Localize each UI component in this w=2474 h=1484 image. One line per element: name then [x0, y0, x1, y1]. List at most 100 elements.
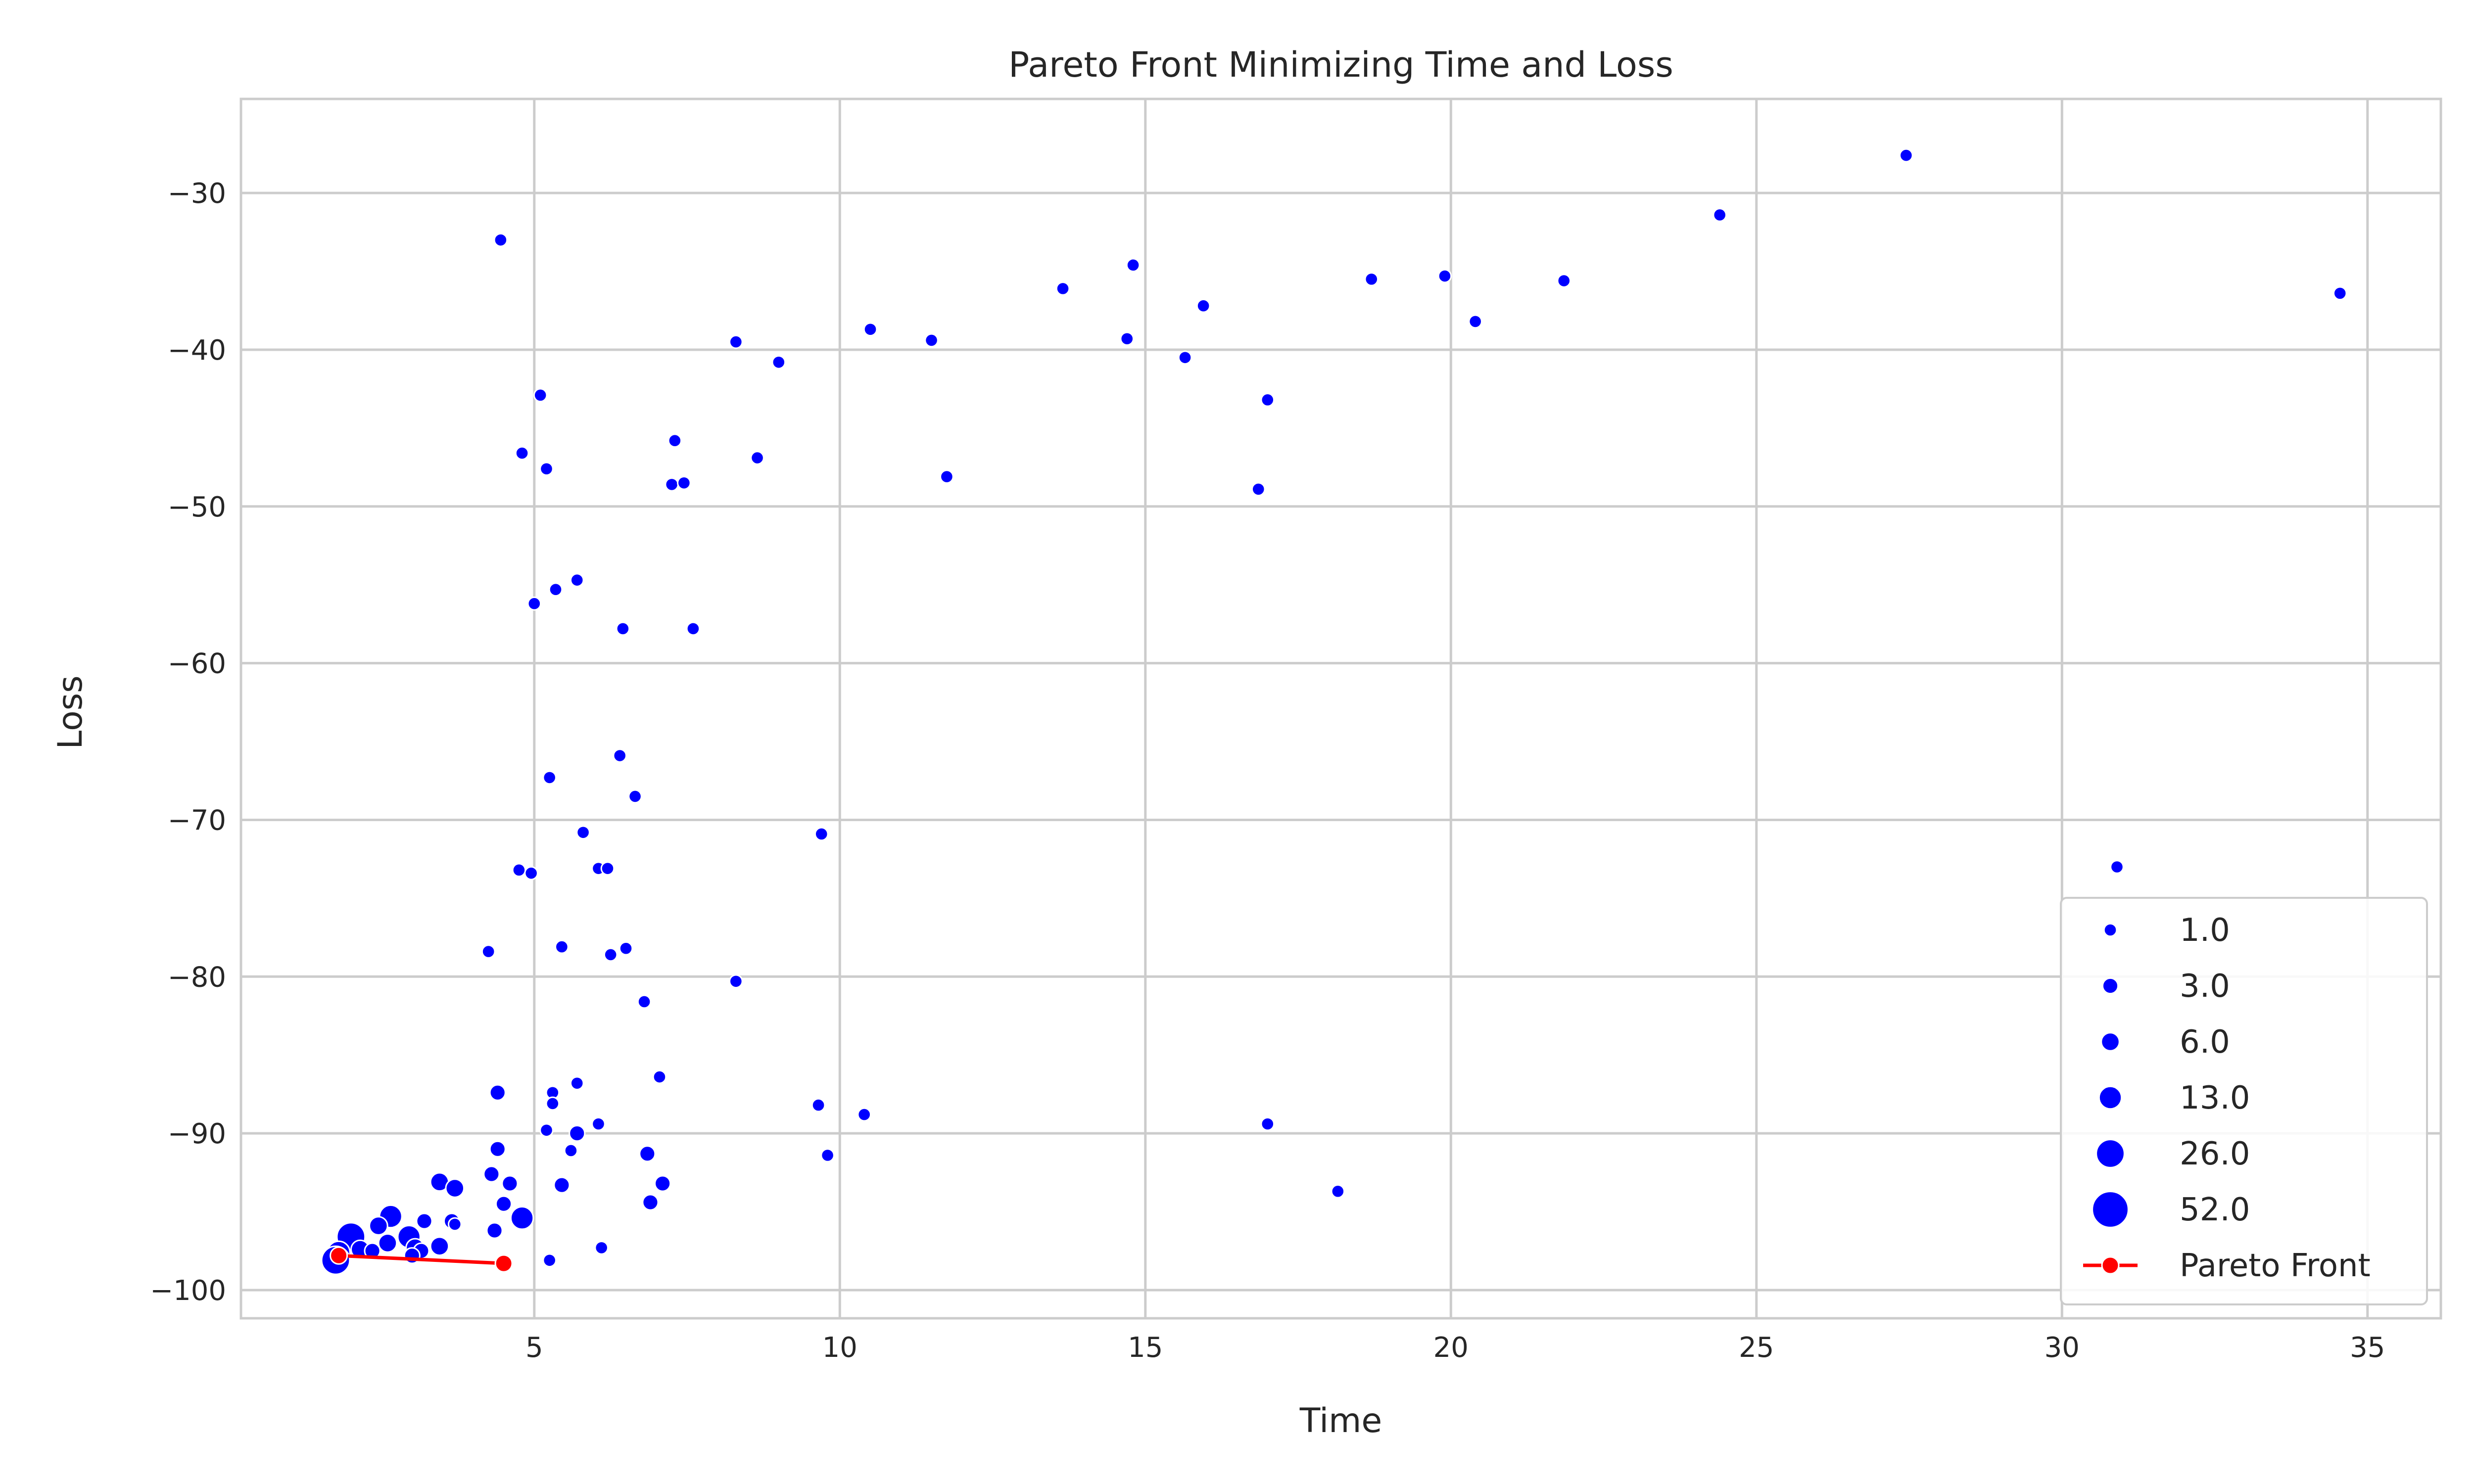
data-point	[1178, 350, 1192, 365]
data-point	[2110, 860, 2124, 874]
data-point	[1196, 298, 1211, 313]
data-point	[548, 582, 563, 597]
x-tick-label: 10	[822, 1332, 857, 1364]
legend-size-marker	[2092, 1191, 2129, 1228]
x-tick-label: 35	[2350, 1332, 2385, 1364]
data-point	[729, 974, 743, 989]
data-point	[613, 748, 627, 763]
x-tick-label: 15	[1128, 1332, 1163, 1364]
chart-title: Pareto Front Minimizing Time and Loss	[1008, 45, 1673, 85]
data-point	[594, 1241, 609, 1255]
data-point	[811, 1098, 826, 1113]
data-point	[1126, 258, 1141, 273]
data-point	[618, 941, 633, 956]
data-point	[654, 1175, 671, 1192]
pareto-front-line	[338, 1253, 504, 1265]
data-point	[569, 1125, 586, 1142]
data-point	[495, 1195, 513, 1212]
data-point	[616, 621, 630, 636]
data-point	[667, 433, 682, 448]
legend-box	[2060, 897, 2428, 1305]
x-tick-label: 30	[2045, 1332, 2080, 1364]
data-point	[416, 1212, 433, 1230]
legend-size-label: 6.0	[2180, 1024, 2230, 1061]
data-point	[1364, 272, 1379, 286]
data-point	[542, 1253, 557, 1268]
y-tick-label: −80	[168, 961, 226, 993]
data-point	[378, 1233, 398, 1253]
data-point	[1437, 269, 1452, 283]
data-point	[729, 334, 743, 349]
x-tick-label: 20	[1433, 1332, 1469, 1364]
data-point	[483, 1165, 500, 1183]
data-point	[512, 863, 526, 878]
data-point	[524, 866, 538, 881]
data-point	[863, 322, 878, 337]
data-point	[1713, 208, 1727, 222]
y-tick-label: −70	[168, 804, 226, 836]
data-point	[570, 573, 584, 587]
data-point	[576, 825, 590, 840]
data-point	[1331, 1184, 1345, 1199]
data-point	[677, 475, 691, 490]
legend-size-marker	[2103, 923, 2118, 937]
x-tick-label: 5	[525, 1332, 543, 1364]
data-point	[940, 469, 954, 484]
data-point	[2332, 286, 2347, 301]
data-point	[429, 1236, 450, 1256]
x-axis-label: Time	[1299, 1401, 1382, 1440]
data-point	[603, 947, 618, 962]
legend: 1.0 3.0 6.0 13.0 26.0 52.0 Pareto Front	[2060, 897, 2428, 1305]
data-point	[447, 1217, 462, 1232]
data-point	[1260, 393, 1275, 407]
y-tick-label: −40	[168, 334, 226, 367]
data-point	[564, 1143, 578, 1158]
data-point	[510, 1206, 534, 1230]
y-tick-label: −100	[150, 1275, 226, 1307]
data-point	[1557, 274, 1571, 288]
data-point	[542, 770, 557, 785]
y-axis-label: Loss	[51, 675, 90, 749]
legend-pareto-label: Pareto Front	[2180, 1248, 2371, 1284]
data-point	[553, 1176, 571, 1194]
y-axis-ticks: −30 −40 −50 −60 −70 −80 −90 −100	[150, 178, 226, 1307]
data-point	[639, 1145, 656, 1162]
legend-size-label: 52.0	[2180, 1192, 2250, 1228]
data-point	[750, 451, 764, 465]
data-point	[1468, 314, 1482, 329]
pareto-front-series	[330, 1246, 513, 1273]
data-point	[486, 1222, 503, 1239]
data-point	[591, 1116, 606, 1131]
data-point	[814, 827, 829, 841]
data-point	[501, 1175, 519, 1192]
data-point	[924, 333, 939, 348]
plot-area-frame	[239, 97, 2442, 1320]
data-point	[545, 1096, 560, 1111]
data-point	[1120, 331, 1135, 346]
data-point	[665, 477, 679, 492]
grid	[241, 99, 2441, 1318]
y-tick-label: −60	[168, 648, 226, 680]
data-point	[628, 789, 642, 804]
legend-size-label: 3.0	[2180, 968, 2230, 1005]
data-point	[481, 944, 496, 959]
legend-pareto-marker	[2101, 1256, 2120, 1275]
x-tick-label: 25	[1739, 1332, 1774, 1364]
data-point	[555, 939, 569, 954]
data-point	[820, 1148, 835, 1162]
pareto-point	[494, 1254, 513, 1273]
data-point	[652, 1069, 667, 1084]
scatter-points	[321, 148, 2347, 1275]
legend-size-marker	[2095, 1139, 2125, 1168]
data-point	[642, 1194, 659, 1211]
data-point	[539, 462, 554, 476]
data-point	[539, 1123, 554, 1138]
data-point	[1260, 1116, 1275, 1131]
data-point	[1899, 148, 1913, 163]
data-point	[527, 596, 542, 611]
data-point	[600, 861, 615, 876]
y-tick-label: −50	[168, 491, 226, 523]
data-point	[493, 232, 508, 247]
legend-size-marker	[2100, 1032, 2120, 1052]
